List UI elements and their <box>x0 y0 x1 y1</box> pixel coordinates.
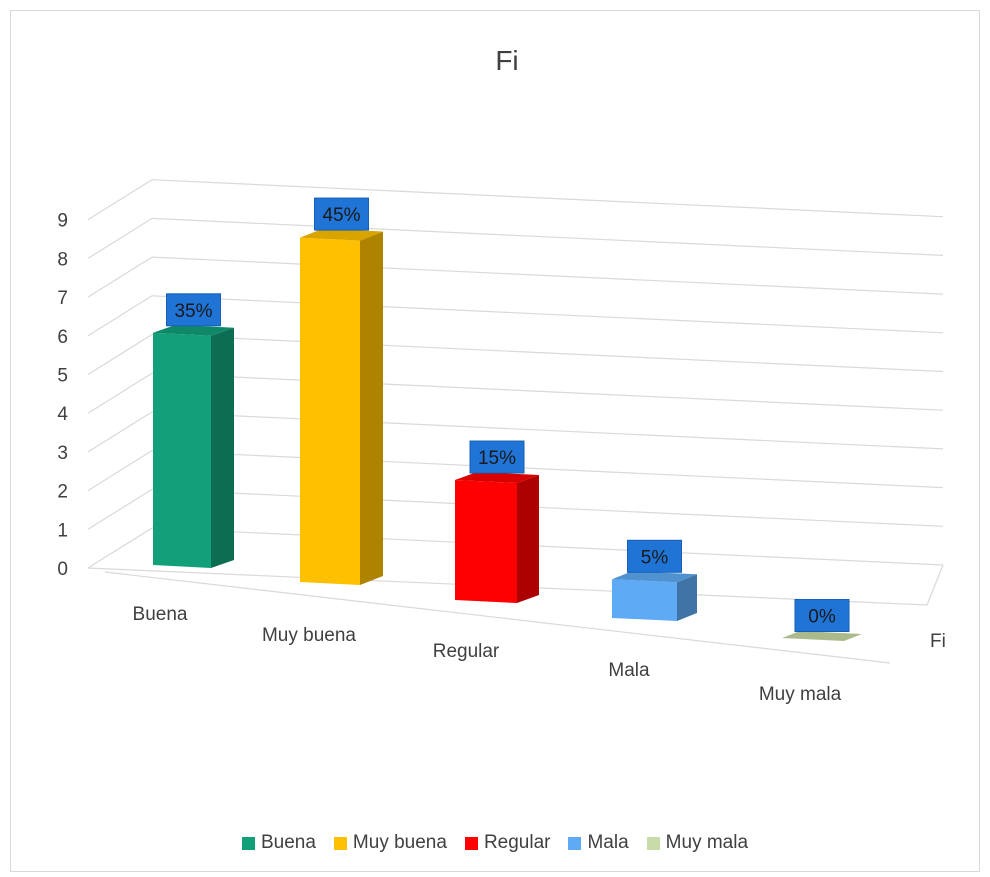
y-tick-label: 8 <box>57 249 68 270</box>
legend-label: Muy buena <box>352 832 447 853</box>
bar-top-buena <box>153 324 234 336</box>
gridline <box>151 179 944 218</box>
legend-swatch <box>646 836 660 850</box>
data-label: 15% <box>478 448 516 469</box>
legend-swatch <box>464 836 478 850</box>
gridline <box>151 450 944 489</box>
floor-right-edge <box>926 564 944 606</box>
y-tick-label: 2 <box>57 482 68 503</box>
legend-item: Muy mala <box>646 832 749 854</box>
gridline-side <box>87 333 153 376</box>
floor-back-edge <box>151 527 944 566</box>
legend-label: Muy mala <box>665 832 749 853</box>
data-label: 35% <box>174 301 212 322</box>
bar-front-buena <box>153 332 211 568</box>
data-label: 45% <box>322 205 360 226</box>
gridline <box>151 372 944 411</box>
y-tick-label: 7 <box>57 288 68 309</box>
data-label-box <box>469 440 525 474</box>
legend-swatch <box>241 836 255 850</box>
gridline-side <box>87 372 153 414</box>
gridline <box>151 488 944 527</box>
legend-label: Buena <box>260 832 316 853</box>
gridline <box>151 256 944 295</box>
legend-item: Regular <box>464 832 551 854</box>
gridline <box>151 411 944 450</box>
gridline <box>151 333 944 373</box>
bar-side-muy-buena <box>360 231 383 585</box>
category-label: Mala <box>608 660 650 681</box>
gridline-side <box>87 450 153 492</box>
gridline <box>151 217 944 256</box>
chart-title: Fi <box>495 45 518 76</box>
data-label-box <box>794 599 850 632</box>
legend-label: Mala <box>587 832 629 853</box>
bar-side-regular <box>517 475 539 603</box>
category-label: Muy buena <box>262 625 356 646</box>
y-tick-label: 5 <box>57 366 68 387</box>
data-label: 0% <box>808 607 836 628</box>
data-label-box <box>166 293 221 327</box>
category-label: Muy mala <box>759 684 842 705</box>
gridline-side <box>87 295 153 337</box>
gridline-side <box>87 256 153 298</box>
bar-front-muy-buena <box>300 237 360 585</box>
legend-label: Regular <box>483 832 551 853</box>
gridline-side <box>87 411 153 453</box>
category-label: Regular <box>433 641 500 662</box>
bar-top-muy-mala <box>782 631 862 641</box>
gridline <box>151 295 944 334</box>
y-tick-label: 1 <box>57 520 68 541</box>
y-tick-label: 9 <box>57 211 68 232</box>
y-tick-label: 4 <box>57 404 68 425</box>
gridline-side <box>87 488 153 530</box>
category-axis-line <box>104 571 891 664</box>
gridline-side <box>87 217 153 259</box>
depth-axis-label: Fi <box>930 631 946 652</box>
floor-left-edge <box>87 527 153 569</box>
data-label-box <box>314 197 369 231</box>
legend-swatch <box>333 836 347 850</box>
legend: Buena Muy buena Regular Mala Muy mala <box>0 832 990 854</box>
legend-item: Muy buena <box>333 832 447 854</box>
bar-front-mala <box>612 579 677 621</box>
category-label: Buena <box>133 604 188 625</box>
bar-top-muy-buena <box>300 228 383 241</box>
legend-item: Buena <box>241 832 316 854</box>
bar-side-buena <box>211 327 234 568</box>
legend-item: Mala <box>568 832 629 854</box>
gridline-side <box>87 179 153 221</box>
y-tick-label: 6 <box>57 327 68 348</box>
bar-side-mala <box>677 574 697 621</box>
bar-top-mala <box>612 571 697 583</box>
y-tick-label: 3 <box>57 443 68 464</box>
data-label: 5% <box>641 547 669 568</box>
bar-top-regular <box>455 472 539 484</box>
data-label-box <box>627 539 682 573</box>
bar-front-regular <box>455 480 517 603</box>
legend-swatch <box>568 836 582 850</box>
y-tick-label: 0 <box>57 559 68 580</box>
